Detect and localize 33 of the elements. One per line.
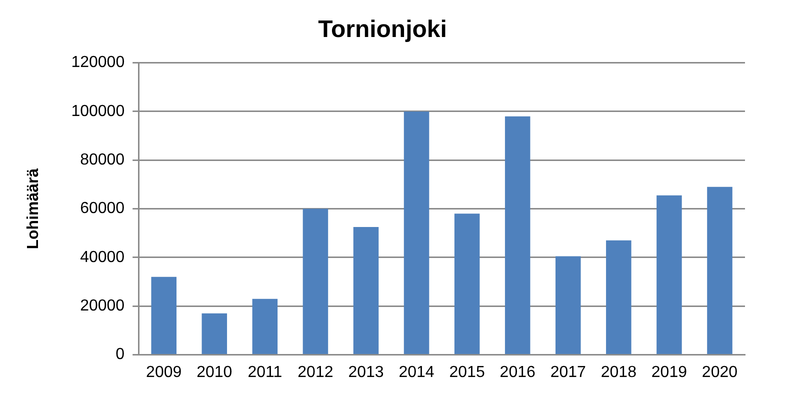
bar <box>656 195 682 354</box>
bar <box>504 116 530 354</box>
bar <box>707 186 732 354</box>
x-tick-label: 2011 <box>248 364 282 381</box>
x-tick-label: 2019 <box>651 364 688 381</box>
bar <box>555 256 581 354</box>
y-tick-label: 80000 <box>80 152 125 169</box>
bar <box>606 240 632 354</box>
chart-title: Tornionjoki <box>318 16 447 44</box>
x-tick-label: 2010 <box>196 364 232 381</box>
x-tick-label: 2018 <box>600 364 637 381</box>
bar <box>404 111 430 354</box>
y-tick-label: 60000 <box>80 200 125 218</box>
y-tick-label: 120000 <box>71 54 125 72</box>
x-tick-label: 2016 <box>500 364 536 381</box>
bar <box>454 214 480 354</box>
x-tick-label: 2020 <box>702 364 738 381</box>
x-tick-label: 2009 <box>146 364 182 381</box>
y-tick-label: 20000 <box>80 298 125 315</box>
x-tick-label: 2017 <box>550 364 586 381</box>
y-tick-label: 40000 <box>80 248 125 266</box>
bar <box>151 276 176 354</box>
bar <box>302 208 328 354</box>
bar <box>252 298 278 354</box>
x-tick-label: 2012 <box>298 364 334 381</box>
x-tick-label: 2013 <box>348 364 384 381</box>
y-tick-label: 100000 <box>71 102 125 120</box>
bar <box>202 313 228 354</box>
x-tick-label: 2014 <box>398 364 434 381</box>
bar <box>353 227 379 354</box>
y-tick-label: 0 <box>116 346 125 364</box>
x-tick-label: 2015 <box>449 364 485 381</box>
y-axis-title: Lohimäärä <box>25 168 42 250</box>
